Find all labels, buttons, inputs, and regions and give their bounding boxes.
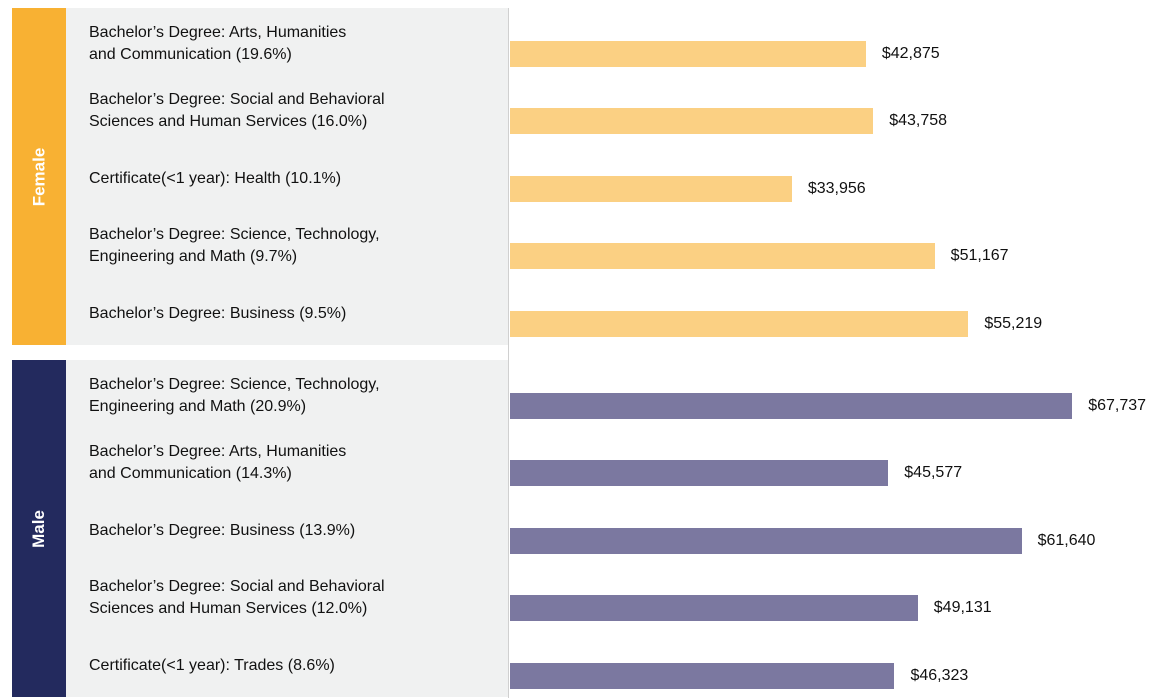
bar: [510, 595, 918, 622]
value-label: $46,323: [910, 666, 969, 684]
label-panel: [66, 8, 508, 345]
category-label: Bachelor’s Degree: Business (13.9%): [89, 521, 356, 539]
category-label: Bachelor’s Degree: Science, Technology, …: [89, 226, 380, 266]
bar: [510, 527, 1022, 554]
category-label: Certificate(<1 year): Health (10.1%): [89, 169, 342, 187]
group-label: Female: [29, 147, 48, 206]
category-label: Certificate(<1 year): Trades (8.6%): [89, 656, 335, 674]
value-label: $42,875: [881, 45, 940, 62]
bar: [510, 662, 895, 689]
bar: [510, 310, 969, 337]
bar: [510, 41, 866, 67]
category-label: Bachelor’s Degree: Science, Technology, …: [89, 376, 380, 415]
category-label: Bachelor’s Degree: Business (9.5%): [89, 304, 347, 322]
bar: [510, 460, 889, 487]
category-label: Bachelor’s Degree: Arts, Humanities and …: [89, 24, 347, 63]
bar: [510, 175, 792, 202]
category-label: Bachelor’s Degree: Social and Behavioral…: [89, 578, 385, 618]
value-label: $49,131: [933, 599, 992, 617]
group-band: Female: [12, 8, 66, 345]
value-label: $55,219: [984, 314, 1043, 332]
category-label: Bachelor’s Degree: Arts, Humanities and …: [89, 443, 347, 483]
value-label: $67,737: [1088, 397, 1147, 414]
group-label: Male: [28, 509, 48, 548]
label-panel: [66, 360, 508, 697]
group-band: Male: [12, 360, 66, 697]
divider: [508, 8, 509, 698]
value-label: $61,640: [1037, 531, 1096, 549]
bar: [510, 108, 874, 135]
bar: [510, 393, 1073, 419]
value-label: $33,956: [807, 179, 866, 197]
category-label: Bachelor’s Degree: Social and Behavioral…: [89, 91, 385, 131]
bar: [510, 243, 935, 270]
value-label: $43,758: [889, 112, 948, 130]
value-label: $51,167: [950, 247, 1009, 265]
value-label: $45,577: [904, 464, 963, 482]
